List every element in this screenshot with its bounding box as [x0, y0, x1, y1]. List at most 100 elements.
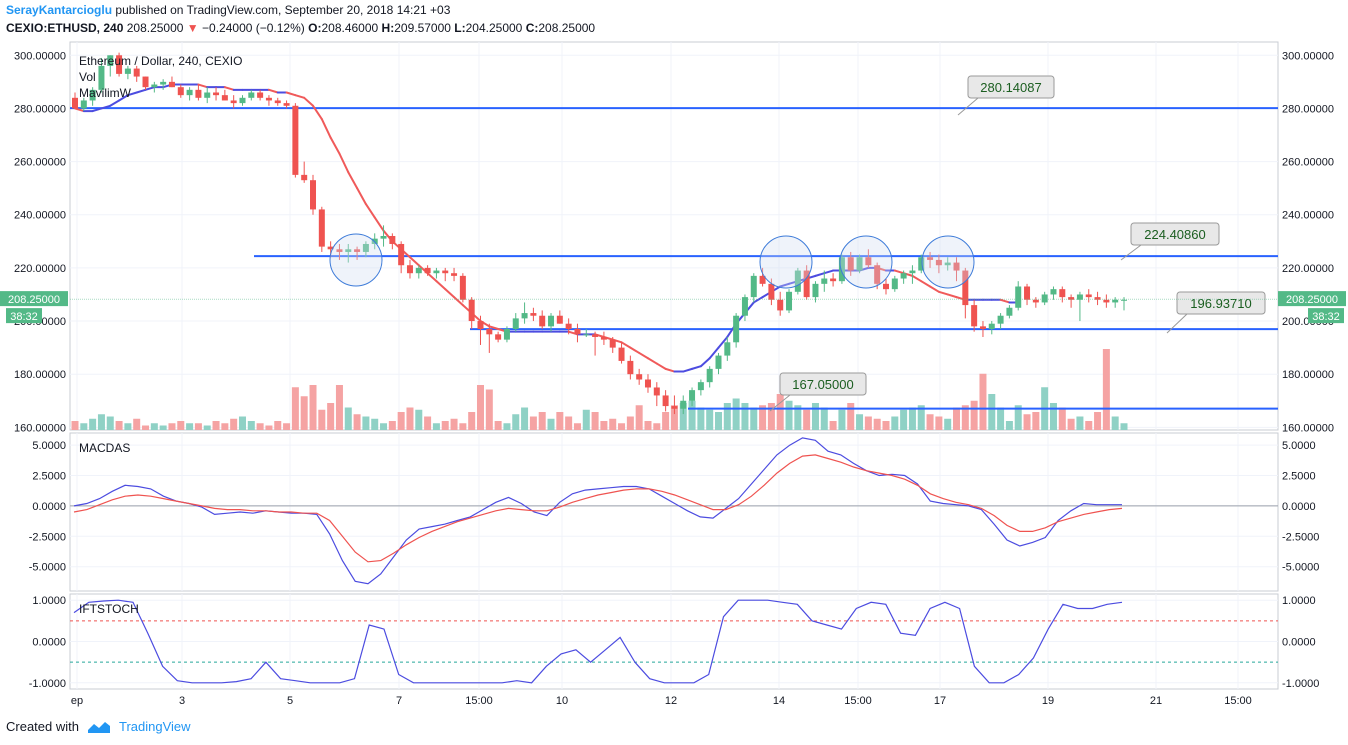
down-triangle-icon: ▼ [186, 21, 199, 35]
mavilimw-segment [444, 288, 456, 299]
volume-bar [168, 423, 176, 430]
time-axis-label: 5 [287, 695, 293, 707]
mavilimw-segment [373, 216, 385, 232]
candle-body [856, 257, 863, 271]
volume-bar [221, 423, 229, 430]
candle-body [768, 283, 775, 300]
candle-body [715, 355, 722, 369]
candle-body [997, 315, 1004, 324]
candle-body [794, 270, 801, 292]
mavilimw-segment [408, 256, 420, 267]
candle-body [283, 103, 290, 106]
volume-bar [538, 412, 546, 430]
mavilimw-segment [779, 282, 791, 288]
iftstoch-axis-label-right: 0.0000 [1282, 637, 1316, 649]
tradingview-logo-icon[interactable] [87, 720, 111, 734]
candle-body [944, 262, 951, 266]
volume-bar [142, 425, 150, 430]
mavilimw-segment [118, 94, 129, 102]
volume-bar [1094, 412, 1102, 430]
ohlc-line: CEXIO:ETHUSD, 240 208.25000 ▼ −0.24000 (… [6, 21, 595, 35]
volume-bar [230, 418, 238, 430]
author-link[interactable]: SerayKantarcioglu [6, 3, 113, 17]
mavilimw-segment [823, 269, 835, 275]
candle-body [186, 89, 193, 96]
last-price-tag-left [0, 291, 68, 307]
mavilimw-segment [664, 367, 676, 373]
volume-bar [697, 407, 705, 430]
volume-bar [811, 403, 819, 430]
mavilimw-segment [920, 280, 932, 288]
candle-body [935, 259, 942, 266]
volume-bar [908, 407, 916, 430]
time-axis-label: 15:00 [844, 695, 872, 707]
footer: Created with TradingView [6, 719, 191, 734]
candle-body [741, 297, 748, 316]
candle-body [574, 329, 581, 335]
candle-body [486, 329, 493, 335]
candle-body [706, 368, 713, 383]
candle-body [354, 249, 361, 252]
candle-body [221, 95, 228, 101]
candle-body [318, 209, 325, 247]
mavilimw-segment [435, 280, 447, 291]
volume-bar [644, 421, 652, 430]
candle-body [459, 275, 466, 300]
macd-pane [69, 432, 1279, 592]
candle-body [662, 395, 669, 407]
mavilimw-segment [655, 362, 667, 370]
time-axis-label: ep [71, 695, 83, 707]
mavilimw-segment [646, 357, 658, 365]
time-axis-label: 15:00 [1224, 695, 1252, 707]
mavilimw-segment [312, 104, 323, 121]
candle-body [636, 374, 643, 380]
volume-bar [380, 423, 388, 430]
candle-body [680, 400, 687, 409]
candle-body [565, 323, 572, 330]
candle-body [433, 270, 440, 274]
candle-body [274, 100, 281, 104]
volume-bar [353, 414, 361, 430]
candle-body [327, 246, 334, 250]
candle-body [539, 315, 546, 327]
candle-body [204, 92, 211, 98]
volume-bar [335, 385, 343, 430]
volume-bar [71, 421, 79, 430]
iftstoch-pane-title: IFTSTOCH [79, 602, 139, 616]
candle-body [971, 305, 978, 327]
mavilimw-segment [929, 285, 940, 293]
volume-bar [556, 412, 564, 430]
volume-bar [159, 425, 167, 430]
mavilimw-segment [267, 88, 279, 94]
change-value: −0.24000 (−0.12%) [202, 21, 305, 35]
volume-bar [265, 425, 273, 430]
candle-body [874, 265, 881, 284]
volume-bar [512, 414, 520, 430]
candle-body [389, 236, 396, 244]
volume-bar [891, 416, 899, 430]
volume-bar [609, 418, 617, 430]
volume-bar [935, 416, 943, 430]
volume-bar [979, 373, 987, 430]
callout-pointer [1120, 244, 1142, 261]
low-value: 204.25000 [465, 21, 523, 35]
volume-bar [565, 416, 573, 430]
mavilimw-segment [126, 91, 138, 97]
candle-body [257, 92, 264, 98]
tradingview-link[interactable]: TradingView [118, 719, 191, 734]
volume-bar [1032, 412, 1040, 430]
macd-pane-title: MACDAS [79, 441, 130, 455]
price-axis-label-right: 180.00000 [1282, 369, 1334, 381]
volume-bar [485, 389, 493, 430]
volume-bar [291, 387, 299, 430]
volume-bar [344, 407, 352, 430]
volume-bar [1005, 421, 1013, 430]
close-label: C: [525, 21, 539, 35]
iftstoch-axis-label-right: -1.0000 [1282, 678, 1319, 690]
macd-axis-label-right: 2.5000 [1282, 471, 1316, 483]
volume-bar [573, 423, 581, 430]
callout-pointer [957, 97, 979, 116]
volume-bar [441, 421, 449, 430]
candle-body [151, 84, 158, 88]
